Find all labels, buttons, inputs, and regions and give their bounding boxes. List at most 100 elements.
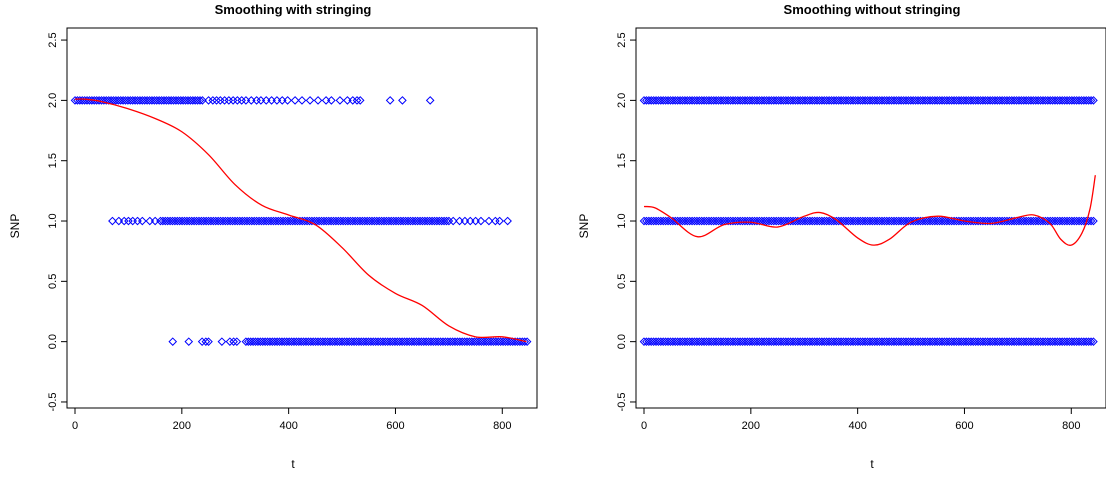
data-point xyxy=(409,337,419,346)
data-point xyxy=(767,337,776,346)
data-point xyxy=(793,96,803,105)
data-point xyxy=(204,337,213,346)
data-point xyxy=(233,216,242,226)
data-point xyxy=(292,337,301,346)
x-axis-label: t xyxy=(870,457,874,471)
data-point xyxy=(1021,337,1031,346)
data-point xyxy=(759,337,769,346)
data-point xyxy=(836,96,846,105)
data-point xyxy=(338,216,348,226)
data-point xyxy=(642,216,651,226)
data-point xyxy=(343,216,353,226)
x-tick-label: 0 xyxy=(641,420,647,432)
data-point xyxy=(230,216,240,226)
data-point xyxy=(403,216,413,226)
data-point xyxy=(145,96,154,105)
data-point xyxy=(401,216,410,226)
data-point xyxy=(73,96,82,105)
data-point xyxy=(685,337,694,346)
data-point xyxy=(1079,337,1089,346)
data-point xyxy=(1086,216,1096,226)
data-point xyxy=(853,216,863,226)
data-point xyxy=(752,337,762,346)
data-point xyxy=(320,337,330,346)
data-point xyxy=(930,337,940,346)
data-point xyxy=(376,337,385,346)
data-point xyxy=(332,337,342,346)
data-point xyxy=(1060,96,1069,105)
data-point xyxy=(757,96,767,105)
data-point xyxy=(949,337,959,346)
data-point xyxy=(908,96,918,105)
data-point xyxy=(762,216,771,226)
data-point xyxy=(716,96,726,105)
data-point xyxy=(474,337,484,346)
data-point xyxy=(709,337,719,346)
data-point xyxy=(947,337,956,346)
data-point xyxy=(204,216,213,226)
y-axis-label: SNP xyxy=(8,214,22,239)
data-point xyxy=(258,337,268,346)
data-point xyxy=(391,216,401,226)
data-point xyxy=(639,216,649,226)
data-point xyxy=(904,337,913,346)
data-point xyxy=(479,337,489,346)
data-point xyxy=(405,337,414,346)
data-point xyxy=(894,216,904,226)
data-point xyxy=(1069,216,1079,226)
data-point xyxy=(460,216,470,226)
data-point xyxy=(462,337,472,346)
data-point xyxy=(432,216,442,226)
data-point xyxy=(187,216,197,226)
data-point xyxy=(385,96,395,105)
data-point xyxy=(687,96,697,105)
data-point xyxy=(448,216,458,226)
data-point xyxy=(329,216,338,226)
data-point xyxy=(192,216,201,226)
data-point xyxy=(704,337,714,346)
data-point xyxy=(285,216,295,226)
data-point xyxy=(848,337,858,346)
data-point xyxy=(690,337,699,346)
data-point xyxy=(425,96,435,105)
data-point xyxy=(267,96,276,105)
data-point xyxy=(649,337,658,346)
data-point xyxy=(170,216,180,226)
data-point xyxy=(1031,337,1041,346)
data-point xyxy=(1019,337,1029,346)
data-point xyxy=(764,216,774,226)
data-point xyxy=(752,96,762,105)
data-point xyxy=(418,216,427,226)
data-point xyxy=(272,337,282,346)
data-point xyxy=(896,337,906,346)
data-point xyxy=(889,337,899,346)
data-point xyxy=(436,337,445,346)
data-point xyxy=(940,216,949,226)
data-point xyxy=(978,337,988,346)
data-point xyxy=(368,337,378,346)
data-point xyxy=(498,337,508,346)
y-tick-label: 1.5 xyxy=(616,153,628,168)
data-point xyxy=(841,216,851,226)
data-point xyxy=(983,96,993,105)
data-point xyxy=(923,96,932,105)
data-point xyxy=(142,96,152,105)
data-point xyxy=(851,216,860,226)
data-point xyxy=(750,96,759,105)
data-point xyxy=(1038,337,1048,346)
data-point xyxy=(726,337,735,346)
data-point xyxy=(184,216,194,226)
data-point xyxy=(728,96,738,105)
data-point xyxy=(80,96,89,105)
data-point xyxy=(716,216,726,226)
data-point xyxy=(735,96,745,105)
data-point xyxy=(856,216,865,226)
data-point xyxy=(469,337,479,346)
data-point xyxy=(1079,96,1089,105)
data-point xyxy=(706,216,716,226)
data-point xyxy=(678,337,687,346)
data-point xyxy=(186,96,195,105)
data-point xyxy=(976,96,985,105)
data-point xyxy=(137,216,147,226)
y-tick-label: 2.0 xyxy=(47,93,59,108)
